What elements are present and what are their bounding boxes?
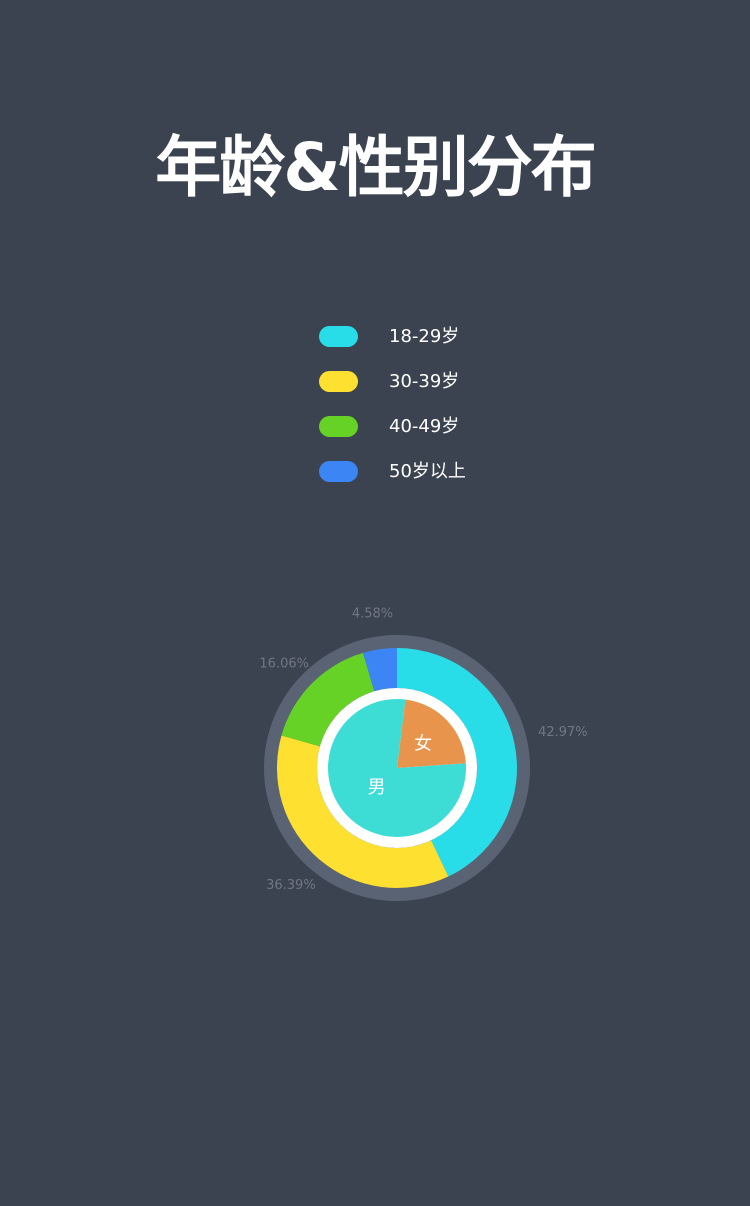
legend-label: 40-49岁: [389, 416, 460, 437]
age-slice-2[interactable]: [277, 735, 449, 888]
age-gender-donut-chart: 42.97% 36.39% 16.06% 4.58% 女男: [259, 607, 588, 901]
slice-percent-label: 16.06%: [259, 657, 309, 672]
gender-slice-1[interactable]: [397, 699, 466, 768]
slice-percent-label: 36.39%: [266, 878, 316, 893]
age-slice-1[interactable]: [397, 648, 518, 877]
legend-swatch: [319, 416, 358, 437]
gender-label: 男: [368, 777, 386, 798]
gender-slice-2[interactable]: [328, 699, 466, 837]
slice-percent-label: 42.97%: [538, 725, 588, 740]
legend-swatch: [319, 371, 358, 392]
legend-label: 18-29岁: [389, 326, 460, 347]
legend-label: 30-39岁: [389, 371, 460, 392]
slice-percent-label: 4.58%: [352, 607, 393, 622]
legend-label: 50岁以上: [389, 461, 466, 482]
page-title: 年龄&性别分布: [155, 129, 597, 206]
gender-label: 女: [414, 733, 432, 754]
legend-swatch: [319, 461, 358, 482]
age-slice-4[interactable]: [362, 648, 397, 692]
legend-swatch: [319, 326, 358, 347]
age-slice-3[interactable]: [281, 652, 375, 747]
